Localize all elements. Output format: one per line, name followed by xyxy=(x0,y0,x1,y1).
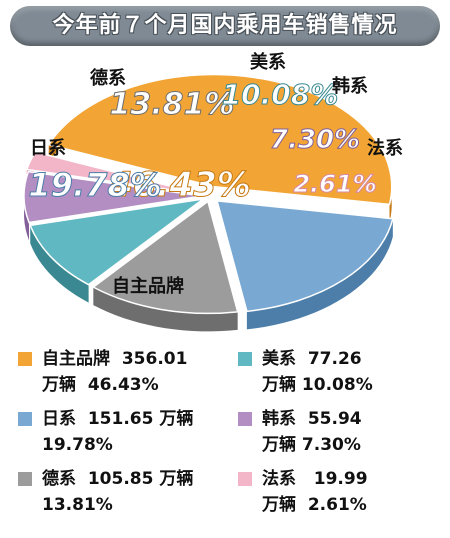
legend: 自主品牌 356.01 万辆 46.43% 日系 151.65 万辆 19.78… xyxy=(0,340,450,538)
legend-swatch xyxy=(238,472,252,486)
pie-side-rixi xyxy=(246,218,393,330)
pie-slice-dexi xyxy=(91,200,239,315)
legend-text: 美系 77.26 万辆 10.08% xyxy=(262,349,373,395)
slice-name-label-hanxi: 韩系 xyxy=(332,75,368,97)
pie-slice-zizhu xyxy=(47,73,393,206)
legend-text: 自主品牌 356.01 万辆 46.43% xyxy=(42,349,188,395)
slice-name-label-meixi: 美系 xyxy=(250,51,286,73)
slice-percent-label-faxi: 2.61% xyxy=(293,170,376,198)
title-bar: 今年前７个月国内乘用车销售情况 xyxy=(10,6,440,46)
slice-percent-label-hanxi: 7.30% xyxy=(270,125,360,155)
chart-title: 今年前７个月国内乘用车销售情况 xyxy=(52,13,398,38)
slice-percent-label-zizhu: 46.43% xyxy=(108,165,251,205)
slice-percent-label-rixi: 19.78% xyxy=(28,166,161,204)
legend-text: 德系 105.85 万辆 13.81% xyxy=(42,469,194,515)
slice-percent-label-dexi: 13.81% xyxy=(110,87,235,122)
pie-slice-hanxi xyxy=(23,170,203,224)
slice-name-label-faxi: 法系 xyxy=(367,137,403,159)
legend-text: 法系 19.99 万辆 2.61% xyxy=(262,469,368,515)
slice-name-label-zizhu: 自主品牌 xyxy=(112,275,184,297)
pie-side-meixi xyxy=(30,225,89,303)
legend-text: 日系 151.65 万辆 19.78% xyxy=(42,409,194,455)
pie-chart: 46.43% 自主品牌 19.78% 日系 13.81%德系 10.08% 美系 7.30% 韩… xyxy=(23,51,403,332)
legend-swatch xyxy=(238,412,252,426)
legend-swatch xyxy=(18,352,32,366)
legend-text: 韩系 55.94 万辆 7.30% xyxy=(262,409,362,455)
legend-swatch xyxy=(18,412,32,426)
legend-swatch xyxy=(238,352,252,366)
pie-slice-meixi xyxy=(29,198,204,286)
slice-name-label-dexi: 德系 xyxy=(90,67,126,89)
slice-percent-label-meixi: 10.08% xyxy=(222,78,339,111)
slice-name-label-rixi: 日系 xyxy=(30,138,66,159)
pie-slice-faxi xyxy=(25,151,201,195)
legend-swatch xyxy=(18,472,32,486)
pie-slice-rixi xyxy=(216,200,394,313)
pie-side-dexi xyxy=(93,287,238,332)
